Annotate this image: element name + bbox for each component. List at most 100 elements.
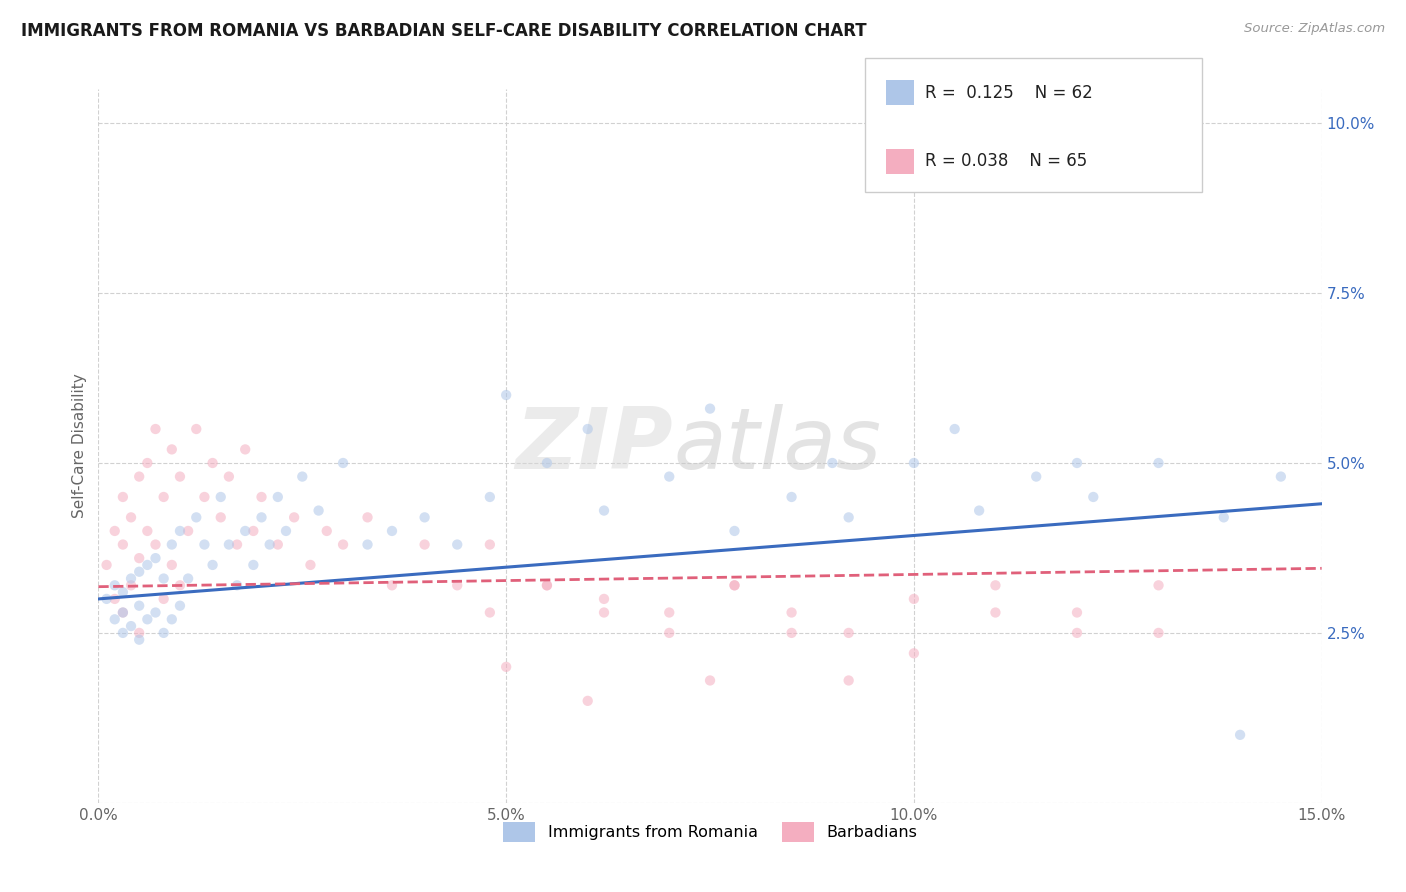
Legend: Immigrants from Romania, Barbadians: Immigrants from Romania, Barbadians xyxy=(496,816,924,848)
Point xyxy=(169,599,191,613)
Point xyxy=(111,585,134,599)
Point xyxy=(1229,728,1251,742)
Point xyxy=(120,578,142,592)
Point xyxy=(413,537,436,551)
Point xyxy=(96,591,118,606)
Point xyxy=(242,558,264,572)
Point xyxy=(128,599,150,613)
Point xyxy=(209,510,232,524)
Point xyxy=(446,578,468,592)
Point xyxy=(136,612,159,626)
Point xyxy=(128,469,150,483)
Point xyxy=(1212,510,1234,524)
Point xyxy=(967,503,990,517)
Point xyxy=(259,537,281,551)
Text: IMMIGRANTS FROM ROMANIA VS BARBADIAN SELF-CARE DISABILITY CORRELATION CHART: IMMIGRANTS FROM ROMANIA VS BARBADIAN SEL… xyxy=(21,22,866,40)
Point xyxy=(1025,469,1047,483)
Point xyxy=(723,578,745,592)
Point xyxy=(838,510,860,524)
Point xyxy=(160,537,183,551)
Point xyxy=(226,578,249,592)
Point xyxy=(152,490,174,504)
Point xyxy=(250,490,273,504)
Point xyxy=(576,694,599,708)
Point xyxy=(984,606,1007,620)
Point xyxy=(478,606,501,620)
Point xyxy=(145,606,167,620)
Point xyxy=(291,469,314,483)
Point xyxy=(1147,456,1170,470)
Point xyxy=(145,551,167,566)
Point xyxy=(780,606,803,620)
Point xyxy=(1083,490,1105,504)
Point xyxy=(186,510,208,524)
Point xyxy=(446,537,468,551)
Point xyxy=(478,537,501,551)
Point xyxy=(903,591,925,606)
Point xyxy=(136,456,159,470)
Point xyxy=(104,524,127,538)
Point xyxy=(160,442,183,457)
Point xyxy=(536,578,558,592)
Point xyxy=(169,578,191,592)
Point xyxy=(160,558,183,572)
Point xyxy=(242,524,264,538)
Point xyxy=(267,537,290,551)
Point xyxy=(226,537,249,551)
Point xyxy=(903,646,925,660)
Point xyxy=(96,558,118,572)
Point xyxy=(169,469,191,483)
Y-axis label: Self-Care Disability: Self-Care Disability xyxy=(72,374,87,518)
Point xyxy=(903,456,925,470)
Point xyxy=(233,442,256,457)
Point xyxy=(332,456,354,470)
Point xyxy=(536,578,558,592)
Point xyxy=(283,510,305,524)
Point xyxy=(274,524,297,538)
Point xyxy=(169,524,191,538)
Point xyxy=(1270,469,1292,483)
Text: ZIP: ZIP xyxy=(516,404,673,488)
Point xyxy=(186,422,208,436)
Point xyxy=(128,565,150,579)
Point xyxy=(218,469,240,483)
Point xyxy=(104,612,127,626)
Point xyxy=(128,551,150,566)
Point xyxy=(478,490,501,504)
Text: atlas: atlas xyxy=(673,404,882,488)
Point xyxy=(1147,626,1170,640)
Point xyxy=(111,490,134,504)
Point xyxy=(1066,456,1088,470)
Point xyxy=(593,503,616,517)
Point xyxy=(201,558,224,572)
Point xyxy=(1066,606,1088,620)
Point xyxy=(821,456,844,470)
Point xyxy=(120,572,142,586)
Point xyxy=(120,619,142,633)
Point xyxy=(1147,578,1170,592)
Point xyxy=(723,578,745,592)
Point xyxy=(128,632,150,647)
Point xyxy=(209,490,232,504)
Point xyxy=(111,606,134,620)
Point xyxy=(658,626,681,640)
Point xyxy=(593,606,616,620)
Point xyxy=(780,626,803,640)
Point xyxy=(356,537,378,551)
Point xyxy=(308,503,330,517)
Point xyxy=(111,537,134,551)
Point xyxy=(838,673,860,688)
Point xyxy=(780,490,803,504)
Point xyxy=(315,524,337,538)
Point xyxy=(218,537,240,551)
Text: R =  0.125    N = 62: R = 0.125 N = 62 xyxy=(925,84,1092,102)
Point xyxy=(104,578,127,592)
Point xyxy=(984,578,1007,592)
Point xyxy=(838,626,860,640)
Point xyxy=(145,537,167,551)
Point xyxy=(152,572,174,586)
Point xyxy=(250,510,273,524)
Point xyxy=(128,626,150,640)
Point xyxy=(193,537,215,551)
Point xyxy=(193,490,215,504)
